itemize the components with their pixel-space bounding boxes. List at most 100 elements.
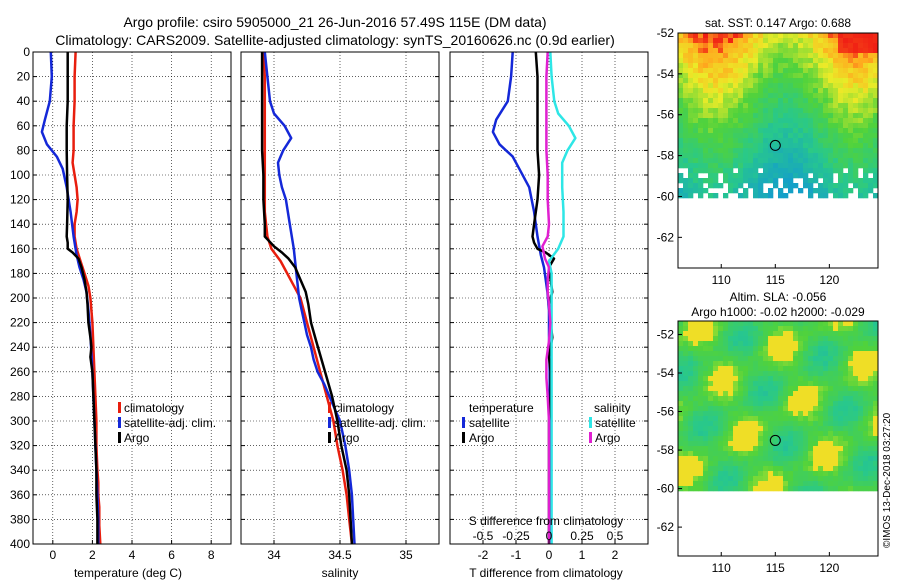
map-cell bbox=[868, 346, 874, 352]
map-cell bbox=[708, 421, 714, 427]
map-cell bbox=[793, 163, 799, 169]
map-cell bbox=[763, 88, 769, 94]
map-cell bbox=[813, 123, 819, 129]
map-cell bbox=[833, 113, 839, 119]
map-cell bbox=[838, 346, 844, 352]
map-cell bbox=[838, 148, 844, 154]
map-cell bbox=[788, 431, 794, 437]
map-cell bbox=[733, 461, 739, 467]
map-cell bbox=[808, 411, 814, 417]
map-cell bbox=[863, 153, 869, 159]
map-cell bbox=[758, 183, 764, 189]
map-cell bbox=[858, 336, 864, 342]
map-cell bbox=[858, 486, 864, 492]
map-cell bbox=[833, 158, 839, 164]
map-cell bbox=[818, 481, 824, 487]
map-cell bbox=[848, 188, 854, 194]
map-cell bbox=[808, 386, 814, 392]
map-cell bbox=[863, 386, 869, 392]
map-cell bbox=[713, 456, 719, 462]
map-cell bbox=[813, 93, 819, 99]
map-cell bbox=[833, 411, 839, 417]
map-cell bbox=[773, 361, 779, 367]
map-cell bbox=[688, 48, 694, 54]
map-cell bbox=[753, 391, 759, 397]
map-cell bbox=[803, 178, 809, 184]
map-cell bbox=[853, 93, 859, 99]
map-cell bbox=[778, 138, 784, 144]
map-cell bbox=[743, 471, 749, 477]
map-cell bbox=[753, 396, 759, 402]
map-cell bbox=[788, 371, 794, 377]
map-cell bbox=[698, 486, 704, 492]
map-cell bbox=[688, 108, 694, 114]
map-cell bbox=[768, 93, 774, 99]
map-cell bbox=[838, 421, 844, 427]
map-cell bbox=[813, 331, 819, 337]
map-cell bbox=[693, 471, 699, 477]
map-cell bbox=[728, 361, 734, 367]
map-cell bbox=[808, 381, 814, 387]
map-cell bbox=[728, 346, 734, 352]
map-cell bbox=[723, 366, 729, 372]
map-cell bbox=[708, 128, 714, 134]
map-cell bbox=[833, 431, 839, 437]
map-cell bbox=[723, 471, 729, 477]
map-cell bbox=[818, 98, 824, 104]
map-cell bbox=[848, 436, 854, 442]
map-cell bbox=[863, 321, 869, 327]
map-cell bbox=[793, 108, 799, 114]
series-line-temperature-satellite bbox=[491, 51, 552, 544]
map-cell bbox=[718, 336, 724, 342]
map-cell bbox=[753, 78, 759, 84]
map-cell bbox=[788, 38, 794, 44]
map-cell bbox=[718, 426, 724, 432]
map-cell bbox=[863, 133, 869, 139]
map-cell bbox=[733, 481, 739, 487]
map-cell bbox=[813, 456, 819, 462]
map-cell bbox=[698, 466, 704, 472]
map-cell bbox=[818, 451, 824, 457]
x-tick-label: 0 bbox=[49, 548, 56, 562]
map-cell bbox=[738, 93, 744, 99]
map-cell bbox=[863, 193, 869, 199]
map-cell bbox=[793, 58, 799, 64]
map-cell bbox=[858, 356, 864, 362]
map-cell bbox=[838, 466, 844, 472]
map-cell bbox=[848, 173, 854, 179]
map-cell bbox=[728, 123, 734, 129]
map-cell bbox=[813, 33, 819, 39]
map-cell bbox=[723, 451, 729, 457]
map-cell bbox=[873, 108, 879, 114]
map-x-tick-label: 115 bbox=[766, 273, 785, 287]
map-cell bbox=[718, 58, 724, 64]
map-cell bbox=[768, 108, 774, 114]
map-cell bbox=[783, 153, 789, 159]
map-cell bbox=[768, 78, 774, 84]
map-cell bbox=[848, 98, 854, 104]
map-cell bbox=[863, 446, 869, 452]
map-cell bbox=[848, 411, 854, 417]
map-cell bbox=[678, 38, 684, 44]
map-cell bbox=[868, 416, 874, 422]
map-cell bbox=[843, 158, 849, 164]
map-cell bbox=[813, 143, 819, 149]
map-cell bbox=[828, 108, 834, 114]
map-cell bbox=[698, 118, 704, 124]
map-cell bbox=[788, 486, 794, 492]
map-cell bbox=[743, 193, 749, 199]
map-cell bbox=[773, 346, 779, 352]
map-cell bbox=[838, 386, 844, 392]
map-cell bbox=[683, 376, 689, 382]
map-cell bbox=[843, 336, 849, 342]
map-cell bbox=[688, 441, 694, 447]
map-cell bbox=[778, 401, 784, 407]
map-cell bbox=[758, 401, 764, 407]
map-cell bbox=[748, 416, 754, 422]
map-cell bbox=[728, 391, 734, 397]
map-cell bbox=[813, 476, 819, 482]
map-cell bbox=[863, 426, 869, 432]
map-cell bbox=[838, 73, 844, 79]
map-cell bbox=[738, 138, 744, 144]
map-cell bbox=[823, 446, 829, 452]
